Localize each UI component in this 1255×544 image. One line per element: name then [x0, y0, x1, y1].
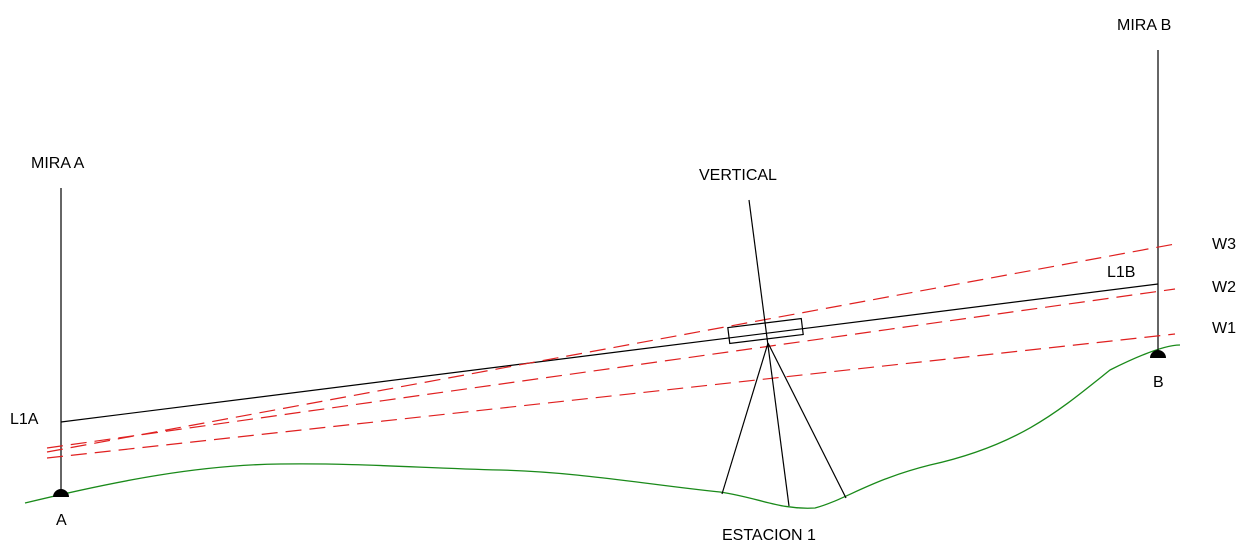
label-w2: W2: [1212, 279, 1236, 296]
label-l1b: L1B: [1107, 264, 1135, 281]
label-mira-b: MIRA B: [1117, 17, 1171, 34]
label-mira-a: MIRA A: [31, 155, 85, 172]
point-a-marker: [53, 489, 69, 497]
level-instrument: [727, 317, 804, 345]
tripod-leg-left: [721, 342, 769, 495]
sight-line-w1: [46, 333, 1176, 459]
tripod-leg-right: [767, 342, 847, 499]
label-point-b: B: [1153, 374, 1164, 391]
label-w1: W1: [1212, 320, 1236, 337]
line-of-sight-l1a-l1b: [60, 283, 1159, 423]
vertical-axis: [748, 199, 790, 507]
label-station: ESTACION 1: [722, 527, 816, 544]
label-l1a: L1A: [10, 411, 39, 428]
terrain-profile: [24, 344, 1181, 509]
sight-line-w3: [46, 243, 1176, 453]
label-w3: W3: [1212, 236, 1236, 253]
label-point-a: A: [56, 512, 67, 529]
label-vertical: VERTICAL: [699, 167, 777, 184]
sight-line-w2: [46, 288, 1176, 449]
point-b-marker: [1150, 350, 1166, 358]
